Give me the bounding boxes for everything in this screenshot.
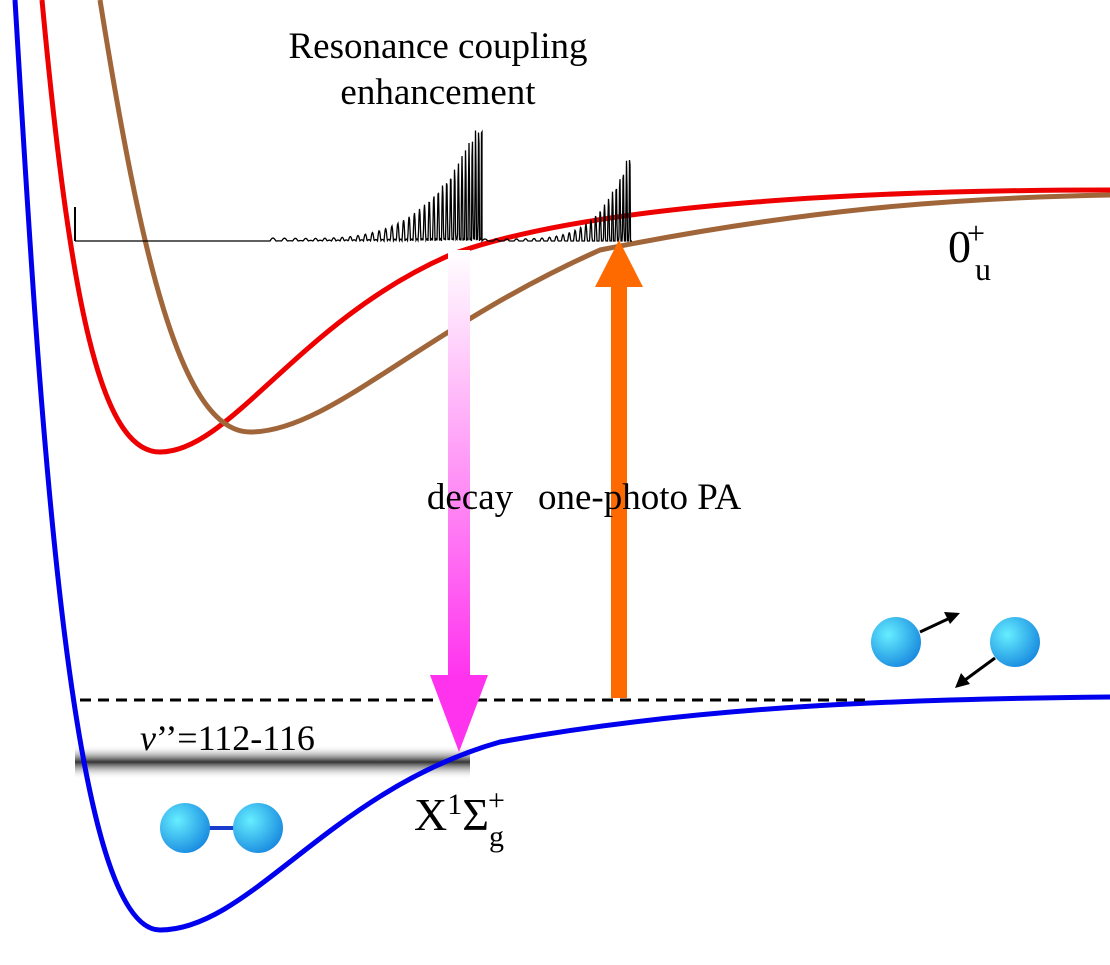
motion-arrow-head: [955, 673, 970, 688]
pa-label: one-photo PA: [538, 477, 741, 518]
state-sup: +: [488, 784, 505, 817]
motion-arrow-head: [944, 612, 960, 624]
decay-label: decay: [427, 477, 514, 518]
atom: [160, 803, 210, 853]
title-line: enhancement: [340, 72, 536, 113]
ground-state-label: X1Σg+: [414, 784, 505, 853]
diagram: Resonance coupling enhancement decay one…: [0, 0, 1110, 965]
title-line: Resonance coupling: [289, 26, 588, 67]
state-sub: u: [975, 251, 991, 287]
decay-arrow-shaft: [448, 250, 470, 678]
state-sigma: Σ: [462, 789, 489, 840]
motion-arrow: [965, 658, 995, 680]
ground-potential: [15, 0, 1110, 930]
atom: [871, 617, 921, 667]
motion-arrow: [920, 618, 950, 632]
state-sub: g: [489, 820, 504, 853]
level-label: v’’=112-116: [140, 718, 315, 758]
decay-arrow-head: [430, 675, 488, 752]
atom: [233, 803, 283, 853]
level-symbol: v: [140, 718, 156, 758]
state-sup: +: [967, 215, 985, 251]
state-sup1: 1: [447, 788, 462, 821]
atom: [990, 617, 1040, 667]
level-text: ’’=112-116: [156, 718, 315, 758]
spectrum: [75, 130, 632, 241]
state-base: X: [414, 789, 447, 840]
